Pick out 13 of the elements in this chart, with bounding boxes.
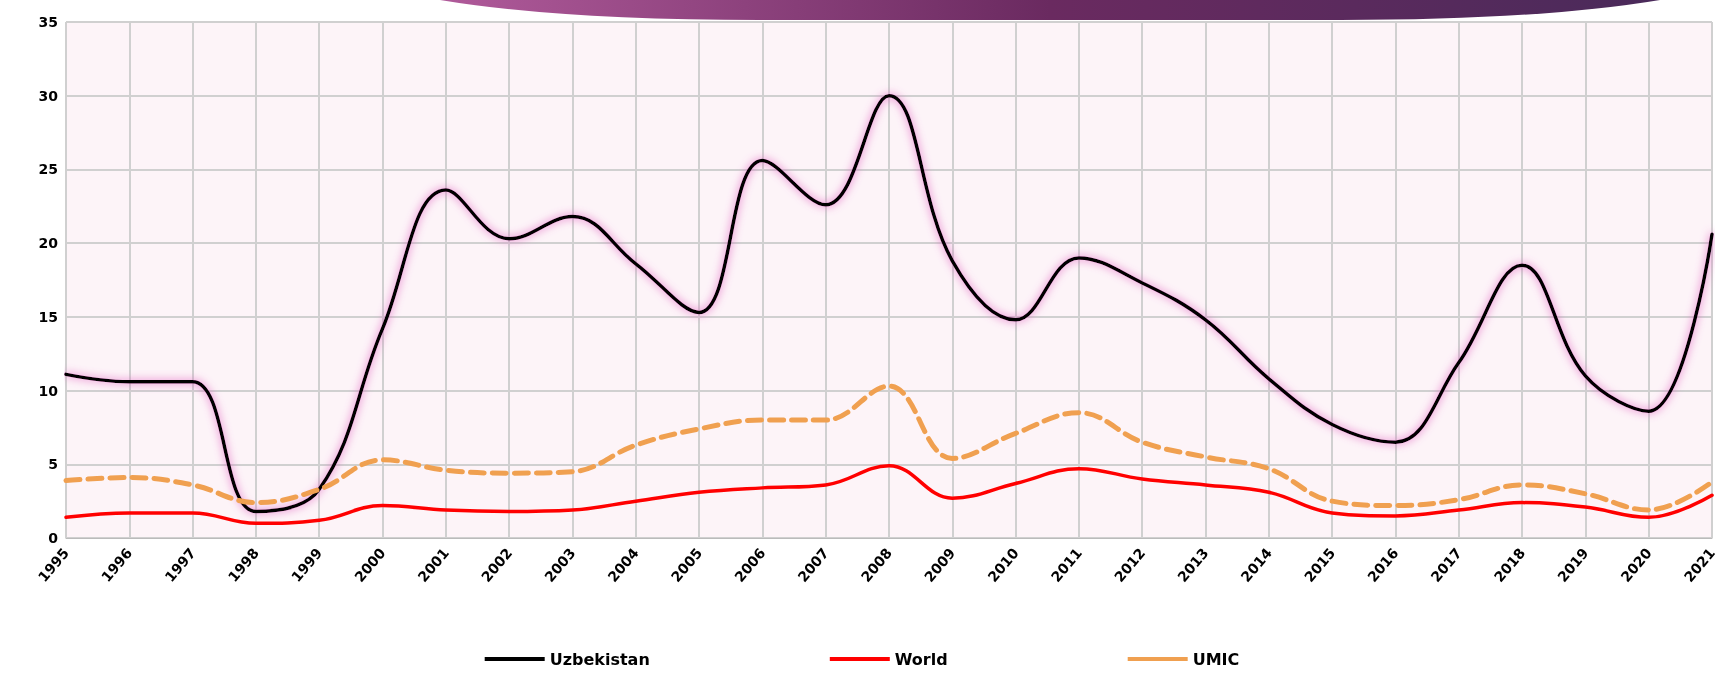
y-tick-label: 10 [38,382,59,399]
y-tick-label: 15 [38,308,58,325]
y-tick-label: 20 [38,235,59,252]
y-tick-label: 30 [38,87,59,104]
y-tick-label: 0 [48,530,59,546]
legend-label: Uzbekistan [549,649,650,669]
legend-label: UMIC [1192,649,1240,669]
legend-label: World [894,649,948,669]
y-tick-label: 25 [38,161,58,178]
y-tick-label: 5 [48,456,58,473]
y-tick-label: 35 [38,14,58,30]
line-series [64,464,1714,526]
line-series [64,93,1714,514]
